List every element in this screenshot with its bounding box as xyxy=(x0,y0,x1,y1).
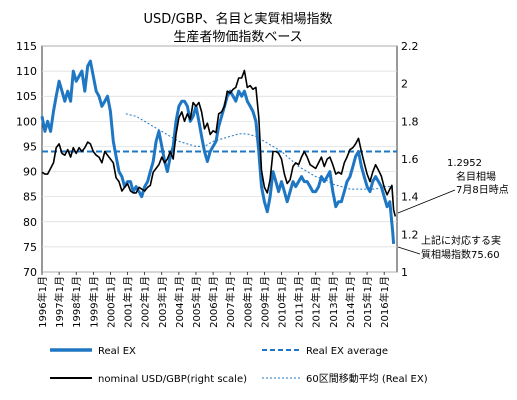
legend-label-real-ex: Real EX xyxy=(98,346,136,357)
x-tick-label-16: 2012年1月 xyxy=(310,276,323,328)
x-tick-label-17: 2013年1月 xyxy=(327,276,340,328)
series-nominal xyxy=(41,69,397,217)
left-tick-label-95: 95 xyxy=(23,140,37,153)
annotation-nominal-value: 1.2952 xyxy=(447,158,482,169)
x-tick-label-20: 2016年1月 xyxy=(378,276,391,328)
x-tick-label-15: 2011年1月 xyxy=(293,276,306,328)
x-tick-label-11: 2007年1月 xyxy=(224,276,237,328)
chart-subtitle: 生産者物価指数ベース xyxy=(173,29,302,45)
x-tick-label-4: 2000年1月 xyxy=(104,276,117,328)
x-tick-label-6: 2002年1月 xyxy=(139,276,152,328)
x-tick-label-14: 2010年1月 xyxy=(276,276,289,328)
chart-title: USD/GBP、名目と実質相場指数 xyxy=(144,11,333,27)
x-tick-label-13: 2009年1月 xyxy=(258,276,271,328)
left-tick-label-75: 75 xyxy=(23,241,37,254)
x-tick-label-3: 1999年1月 xyxy=(87,276,100,328)
left-tick-label-90: 90 xyxy=(23,166,37,179)
annotation-real-line2: 質相場指数75.60 xyxy=(421,248,500,261)
x-tick-label-8: 2004年1月 xyxy=(173,276,186,328)
right-tick-label-1.6: 1.6 xyxy=(401,153,419,166)
legend: Real EX Real EX average nominal USD/GBP(… xyxy=(50,346,428,385)
right-axis-ticks: 1 1.2 1.4 1.6 1.8 2 2.2 xyxy=(401,40,419,279)
legend-label-moving-average: 60区間移動平均 (Real EX) xyxy=(306,372,428,385)
x-tick-label-9: 2005年1月 xyxy=(190,276,203,328)
right-tick-label-1.4: 1.4 xyxy=(401,191,419,204)
x-tick-label-0: 1996年1月 xyxy=(36,276,49,328)
left-axis-ticks: 70 75 80 85 90 95 100 105 110 115 xyxy=(16,40,37,279)
legend-label-nominal: nominal USD/GBP(right scale) xyxy=(98,374,247,385)
x-axis-ticks: 1996年1月 1997年1月 1998年1月 1999年1月 2000年1月 2001年… xyxy=(36,272,391,328)
x-tick-label-18: 2014年1月 xyxy=(344,276,357,328)
legend-label-real-ex-average: Real EX average xyxy=(306,346,388,357)
x-tick-label-1: 1997年1月 xyxy=(53,276,66,328)
left-tick-label-115: 115 xyxy=(16,40,37,53)
plot-lines xyxy=(40,59,397,245)
right-tick-label-1.8: 1.8 xyxy=(401,115,419,128)
x-tick-label-10: 2006年1月 xyxy=(207,276,220,328)
right-tick-label-2.2: 2.2 xyxy=(401,40,419,53)
left-tick-label-70: 70 xyxy=(23,266,37,279)
right-tick-label-1: 1 xyxy=(401,266,408,279)
annotation-real-line1: 上記に対応する実 xyxy=(421,234,501,247)
x-tick-label-2: 1998年1月 xyxy=(70,276,83,328)
right-tick-label-2: 2 xyxy=(401,78,408,91)
left-tick-label-80: 80 xyxy=(23,216,37,229)
series-real-ex xyxy=(40,59,396,245)
left-tick-label-105: 105 xyxy=(16,90,37,103)
annotation-nominal-line2: 7月8日時点 xyxy=(456,184,509,196)
right-tick-label-1.2: 1.2 xyxy=(401,228,419,241)
x-tick-label-19: 2015年1月 xyxy=(361,276,374,328)
annotation-nominal-line1: 名目相場 xyxy=(456,170,496,183)
x-tick-label-7: 2003年1月 xyxy=(156,276,169,328)
annotation-nominal-pointer xyxy=(397,189,456,214)
gridlines xyxy=(41,45,398,273)
left-tick-label-85: 85 xyxy=(23,191,37,204)
x-tick-label-5: 2001年1月 xyxy=(122,276,135,328)
left-tick-label-110: 110 xyxy=(16,65,37,78)
annotation-real-pointer xyxy=(397,246,421,255)
left-tick-label-100: 100 xyxy=(16,115,37,128)
x-tick-label-12: 2008年1月 xyxy=(241,276,254,328)
